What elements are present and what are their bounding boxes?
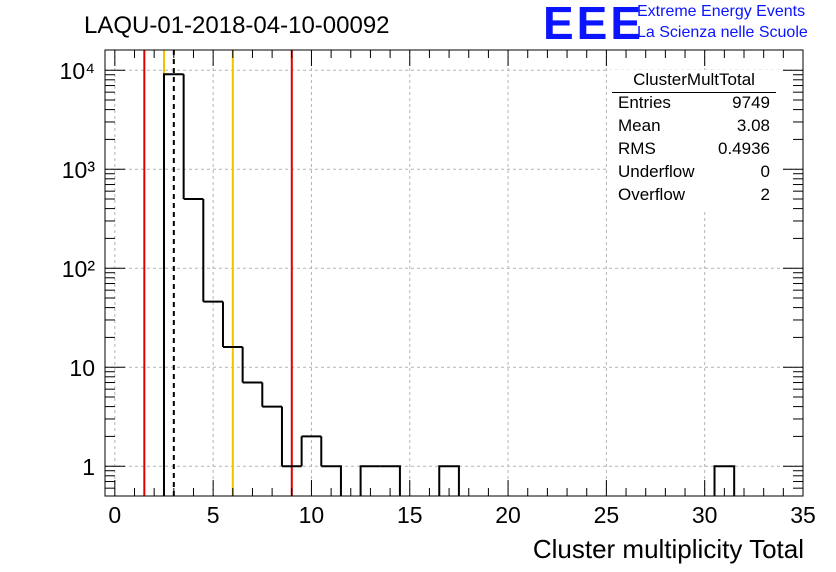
stats-box: ClusterMultTotal Entries 9749 Mean 3.08 … [608, 70, 780, 210]
stats-value: 3.08 [736, 116, 770, 135]
stats-divider [612, 92, 776, 93]
x-axis-label: Cluster multiplicity Total [532, 534, 804, 564]
stats-value: 0 [760, 162, 770, 181]
histogram-bin [713, 465, 736, 496]
x-tick-label: 5 [207, 502, 220, 528]
y-tick-label: 10⁴ [60, 58, 95, 84]
histogram-bin [280, 406, 302, 468]
stats-row-overflow: Overflow 2 [618, 185, 770, 207]
x-tick-label: 10 [299, 502, 325, 528]
y-tick-label: 10² [62, 256, 96, 282]
stats-value: 0.4936 [718, 139, 770, 158]
stats-value: 2 [760, 185, 770, 204]
histogram-bin [202, 199, 223, 303]
histogram-bin [182, 74, 204, 201]
histogram-bin [320, 436, 342, 496]
stats-key: Mean [618, 116, 661, 135]
histogram-bin [221, 301, 243, 348]
histogram-bin [162, 73, 184, 496]
histogram-bin [241, 346, 263, 384]
y-tick-label: 1 [82, 454, 95, 480]
axis-ticks [105, 50, 804, 497]
eee-logo-mark: EEE [543, 0, 645, 49]
logo-line-1: Extreme Energy Events [637, 3, 806, 20]
stats-key: RMS [618, 139, 656, 158]
x-tick-label: 25 [594, 502, 620, 528]
stats-row-rms: RMS 0.4936 [618, 139, 770, 161]
histogram-bin [261, 382, 282, 408]
x-tick-label: 30 [692, 502, 718, 528]
x-tick-label: 35 [790, 502, 816, 528]
marker-lines [143, 50, 293, 496]
stats-key: Entries [618, 93, 671, 112]
histogram-bin [300, 435, 322, 467]
x-tick-label: 15 [397, 502, 423, 528]
histogram-bin [438, 465, 460, 496]
x-tick-label: 0 [108, 502, 121, 528]
stats-key: Underflow [618, 162, 695, 181]
stats-row-entries: Entries 9749 [618, 93, 770, 115]
y-tick-label: 10³ [62, 157, 96, 183]
histogram-bin [359, 465, 381, 496]
stats-title: ClusterMultTotal [633, 70, 755, 89]
chart-title: LAQU-01-2018-04-10-00092 [84, 12, 390, 39]
histogram-bin [380, 465, 401, 496]
logo-line-2: La Scienza nelle Scuole [637, 24, 808, 41]
stats-value: 9749 [732, 93, 770, 112]
stats-row-mean: Mean 3.08 [618, 116, 770, 138]
histogram-series [162, 73, 736, 496]
y-tick-label: 10 [69, 355, 95, 381]
x-tick-label: 20 [495, 502, 521, 528]
stats-key: Overflow [618, 185, 686, 204]
stats-row-underflow: Underflow 0 [618, 162, 770, 184]
